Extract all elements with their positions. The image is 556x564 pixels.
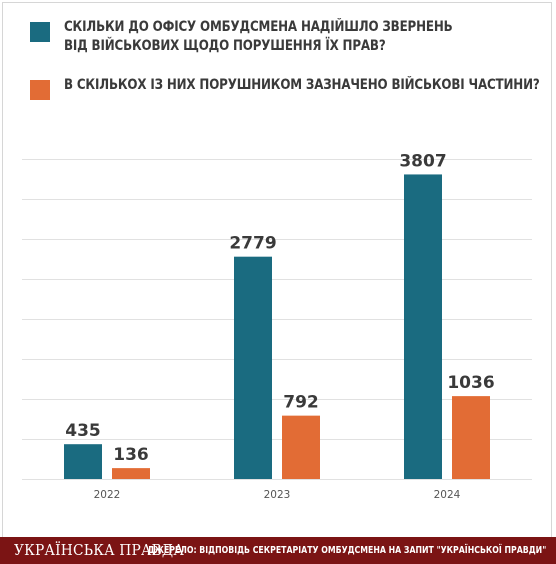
legend-swatch-appeals [30,22,50,42]
data-label: 3807 [399,151,446,171]
legend-item-appeals: СКІЛЬКИ ДО ОФІСУ ОМБУДСМЕНА НАДІЙШЛО ЗВЕ… [30,18,538,56]
data-label: 792 [283,393,319,413]
legend-label-appeals-line-2: ВІД ВІЙСЬКОВИХ ЩОДО ПОРУШЕННЯ ЇХ ПРАВ? [64,38,386,54]
footer: УКРАЇНСЬКА ПРАВДА ДЖЕРЕЛО: ВІДПОВІДЬ СЕК… [0,537,556,564]
bar-military-units-2022 [112,468,150,479]
legend-swatch-military-units [30,80,50,100]
data-label: 435 [65,421,101,441]
legend-label-military-units-line-1: В СКІЛЬКОХ ІЗ НИХ ПОРУШНИКОМ ЗАЗНАЧЕНО В… [64,77,540,93]
x-tick-label: 2022 [94,489,121,501]
source-note: ДЖЕРЕЛО: ВІДПОВІДЬ СЕКРЕТАРІАТУ ОМБУДСМЕ… [147,545,546,556]
legend-label-appeals-line-1: СКІЛЬКИ ДО ОФІСУ ОМБУДСМЕНА НАДІЙШЛО ЗВЕ… [64,19,453,35]
legend-label-appeals: СКІЛЬКИ ДО ОФІСУ ОМБУДСМЕНА НАДІЙШЛО ЗВЕ… [64,18,453,56]
x-tick-label: 2023 [264,489,291,501]
bar-military-units-2024 [452,396,490,479]
x-tick-label: 2024 [434,489,461,501]
data-label: 1036 [447,373,494,393]
brand-logo: УКРАЇНСЬКА ПРАВДА [14,541,184,559]
data-label: 2779 [229,234,276,254]
data-label: 136 [113,445,149,465]
bar-appeals-2023 [234,256,272,479]
legend-label-military-units: В СКІЛЬКОХ ІЗ НИХ ПОРУШНИКОМ ЗАЗНАЧЕНО В… [64,76,540,95]
bar-appeals-2022 [64,444,102,479]
bar-chart: 435 136 2022 2779 792 2023 3807 1036 2024 [22,151,532,501]
bar-appeals-2024 [404,174,442,479]
legend-item-military-units: В СКІЛЬКОХ ІЗ НИХ ПОРУШНИКОМ ЗАЗНАЧЕНО В… [30,76,556,100]
bar-military-units-2023 [282,415,320,479]
